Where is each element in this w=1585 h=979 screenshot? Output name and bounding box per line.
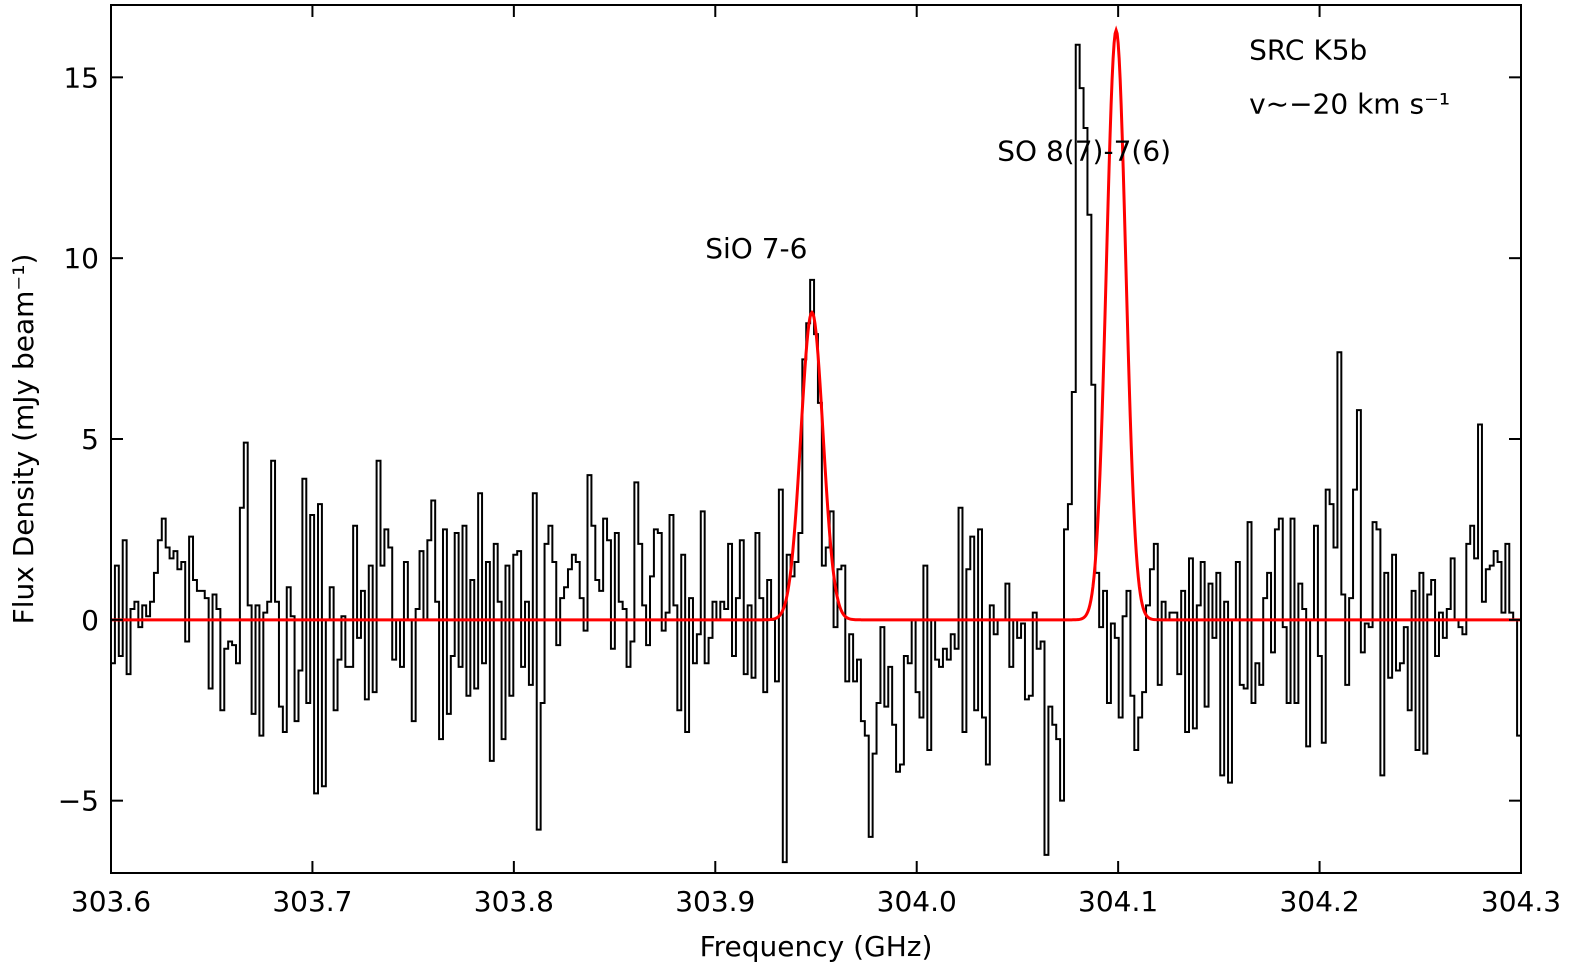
x-tick-label: 304.2 — [1279, 885, 1359, 918]
y-tick-label: −5 — [58, 785, 99, 818]
y-tick-label: 10 — [63, 242, 99, 275]
x-tick-label: 304.1 — [1078, 885, 1158, 918]
x-tick-label: 303.9 — [675, 885, 755, 918]
x-axis-label: Frequency (GHz) — [700, 930, 933, 963]
x-tick-label: 304.3 — [1481, 885, 1561, 918]
axes — [110, 4, 1522, 874]
y-tick-label: 0 — [81, 604, 99, 637]
y-axis-label: Flux Density (mJy beam⁻¹) — [7, 254, 40, 625]
x-tick-label: 303.7 — [272, 885, 352, 918]
tick-labels: 303.6 303.7 303.8 303.9 304.0 304.1 304.2 304.3… — [58, 61, 1561, 918]
annotation-label: v∼−20 km s⁻¹ — [1249, 88, 1450, 121]
annotation-label: SO 8(7)-7(6) — [997, 135, 1171, 168]
x-tick-label: 303.6 — [71, 885, 151, 918]
annotation-label: SiO 7-6 — [705, 232, 807, 265]
spectrum-step-line — [111, 43, 1521, 864]
plot-data — [111, 25, 1521, 864]
annotation-label: SRC K5b — [1249, 33, 1367, 66]
x-tick-label: 304.0 — [877, 885, 957, 918]
y-tick-label: 15 — [63, 61, 99, 94]
y-tick-label: 5 — [81, 423, 99, 456]
x-tick-label: 303.8 — [474, 885, 554, 918]
annotations: SRC K5b v∼−20 km s⁻¹ SO 8(7)-7(6) SiO 7-6 — [705, 33, 1450, 265]
gaussian-fit-line — [111, 25, 1521, 622]
